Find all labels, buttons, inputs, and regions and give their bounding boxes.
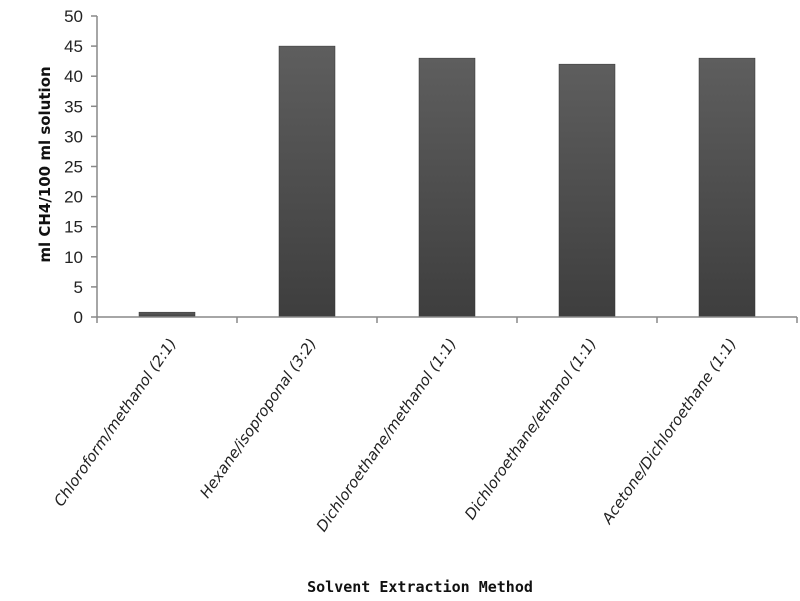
x-category-label: Chloroform/methanol (2:1) (50, 335, 180, 510)
y-tick-label: 45 (64, 37, 83, 56)
bar (278, 45, 336, 318)
bar (698, 57, 756, 318)
y-tick-label: 25 (64, 158, 83, 177)
x-axis-title: Solvent Extraction Method (307, 578, 533, 596)
bars (138, 45, 756, 318)
bar (558, 63, 616, 318)
y-tick-label: 10 (64, 248, 83, 267)
x-axis-ticks (96, 317, 798, 323)
x-category-label: Hexane/isoproponal (3:2) (196, 335, 320, 501)
y-tick-label: 0 (74, 308, 83, 327)
x-category-label: Acetone/Dichloroethane (1:1) (598, 335, 741, 528)
x-category-label: Dichloroethane/ethanol (1:1) (461, 335, 600, 523)
y-tick-label: 50 (64, 7, 83, 26)
y-axis-title: ml CH4/100 ml solution (36, 66, 54, 262)
y-tick-label: 40 (64, 67, 83, 86)
y-axis-ticks: 0 5 10 15 20 25 30 35 40 45 50 (64, 7, 97, 327)
y-tick-label: 20 (64, 188, 83, 207)
y-tick-label: 5 (74, 278, 83, 297)
x-category-label: Dichloroethane/methanol (1:1) (313, 335, 461, 535)
bar (418, 57, 476, 318)
y-tick-label: 15 (64, 218, 83, 237)
y-tick-label: 35 (64, 97, 83, 116)
x-axis-category-labels: Chloroform/methanol (2:1) Hexane/isopropo… (50, 335, 740, 535)
y-tick-label: 30 (64, 127, 83, 146)
